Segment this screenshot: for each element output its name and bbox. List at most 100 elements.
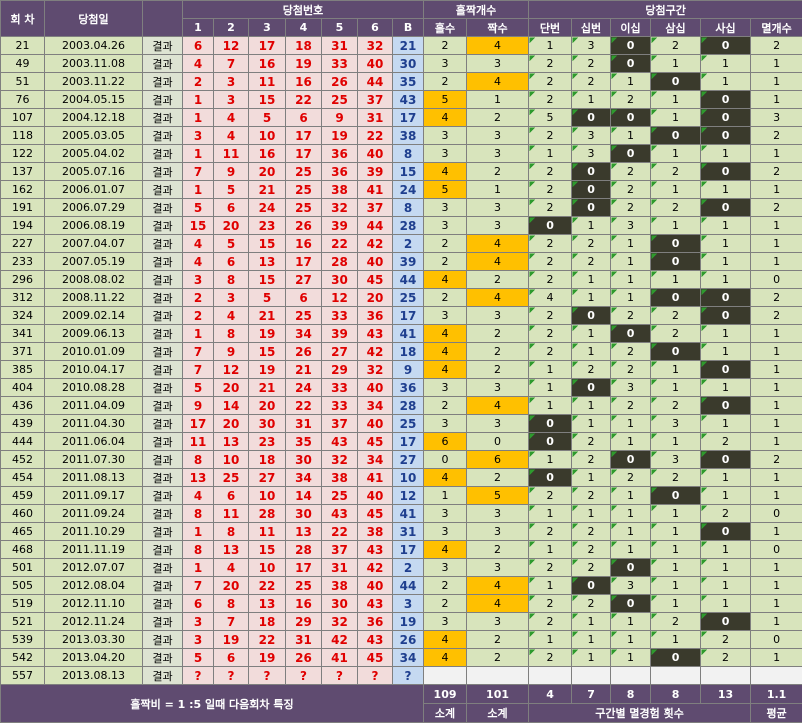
bonus: 44 (391, 576, 425, 595)
zone-count: 5 (528, 108, 573, 127)
missing-count: 1 (750, 648, 802, 667)
row: 51 2003.11.22 결과 2 3 11 16 26 44 35 2 4 2 2 1 0 1 1 (0, 72, 802, 91)
zone-count: 0 (650, 72, 702, 91)
date: 2012.11.24 (44, 612, 143, 631)
zone-count: 0 (571, 198, 612, 217)
number: 25 (321, 90, 358, 109)
zone-count: 1 (700, 72, 752, 91)
row: 436 2011.04.09 결과 9 14 20 22 33 34 28 2 4 1 1 2 2 0 1 (0, 396, 802, 415)
result: 결과 (142, 432, 183, 451)
number: 35 (285, 432, 322, 451)
zone-count: 2 (610, 306, 652, 325)
number: 36 (357, 306, 393, 325)
result: 결과 (142, 648, 183, 667)
number: 43 (357, 630, 393, 649)
result: 결과 (142, 558, 183, 577)
number: 9 (213, 342, 249, 361)
bonus: 35 (391, 72, 425, 91)
bonus: 41 (391, 324, 425, 343)
zone-count: 2 (650, 198, 702, 217)
result: 결과 (142, 612, 183, 631)
even-count: 3 (466, 54, 530, 73)
number: 5 (213, 180, 249, 199)
bonus: 28 (391, 396, 425, 415)
round: 468 (0, 540, 45, 559)
zone-count: 1 (610, 432, 652, 451)
number: 21 (248, 306, 286, 325)
bonus: 39 (391, 252, 425, 271)
bonus: 2 (391, 234, 425, 253)
date: 2013.03.30 (44, 630, 143, 649)
zone-count: 4 (528, 288, 573, 307)
empty-cell (466, 666, 530, 685)
number: 15 (248, 234, 286, 253)
zone-count: 2 (571, 72, 612, 91)
number: 31 (357, 108, 393, 127)
zone-count: 2 (571, 540, 612, 559)
header-zone-col: 십번 (571, 18, 612, 37)
round: 51 (0, 72, 45, 91)
date: 2011.04.09 (44, 396, 143, 415)
even-count: 3 (466, 522, 530, 541)
zone-count: 1 (650, 360, 702, 379)
number: 42 (357, 558, 393, 577)
number: 12 (213, 36, 249, 55)
number: 3 (213, 72, 249, 91)
round: 49 (0, 54, 45, 73)
zone-count: 0 (571, 306, 612, 325)
even-count: 3 (466, 504, 530, 523)
zone-count: 1 (571, 630, 612, 649)
result: 결과 (142, 126, 183, 145)
missing-count: 1 (750, 234, 802, 253)
number: 17 (285, 144, 322, 163)
number: 31 (285, 630, 322, 649)
number: 13 (182, 468, 214, 487)
result: 결과 (142, 342, 183, 361)
missing-count: 1 (750, 486, 802, 505)
date: 2011.10.29 (44, 522, 143, 541)
number: 3 (182, 126, 214, 145)
row: 519 2012.11.10 결과 6 8 13 16 30 43 3 2 4 2 2 0 1 1 1 (0, 594, 802, 613)
number: 13 (213, 432, 249, 451)
odd-count: 4 (423, 540, 468, 559)
number: 4 (213, 306, 249, 325)
bonus: 38 (391, 126, 425, 145)
even-count: 2 (466, 324, 530, 343)
zone-count: 0 (700, 306, 752, 325)
number: 4 (213, 558, 249, 577)
zone-count: 1 (700, 594, 752, 613)
number: 25 (285, 306, 322, 325)
footer-note: 홀짝비 = 1 :5 일때 다음회차 특징 (0, 684, 425, 723)
zone-count: 1 (650, 576, 702, 595)
row: 76 2004.05.15 결과 1 3 15 22 25 37 43 5 1 2 1 2 1 0 1 (0, 90, 802, 109)
zone-count: 1 (528, 396, 573, 415)
bonus: 15 (391, 162, 425, 181)
zone-count: 1 (650, 54, 702, 73)
zone-count: 0 (700, 90, 752, 109)
number: 16 (285, 594, 322, 613)
zone-count: 2 (650, 162, 702, 181)
number: 33 (321, 396, 358, 415)
zone-count: 2 (528, 648, 573, 667)
row: 341 2009.06.13 결과 1 8 19 34 39 43 41 4 2 2 1 0 2 1 1 (0, 324, 802, 343)
number: 40 (357, 576, 393, 595)
zone-count: 2 (528, 270, 573, 289)
zone-count: 0 (610, 36, 652, 55)
round: 341 (0, 324, 45, 343)
even-count: 3 (466, 414, 530, 433)
zone-count: 1 (571, 216, 612, 235)
round: 444 (0, 432, 45, 451)
even-count: 3 (466, 306, 530, 325)
odd-count: 4 (423, 360, 468, 379)
zone-count: 1 (610, 252, 652, 271)
result: 결과 (142, 576, 183, 595)
zone-count: 2 (528, 234, 573, 253)
number: 32 (321, 198, 358, 217)
number: 37 (321, 540, 358, 559)
empty-cell (610, 666, 652, 685)
zone-count: 2 (610, 468, 652, 487)
zone-count: 1 (528, 378, 573, 397)
odd-count: 3 (423, 504, 468, 523)
number: 8 (213, 270, 249, 289)
number: 36 (357, 612, 393, 631)
